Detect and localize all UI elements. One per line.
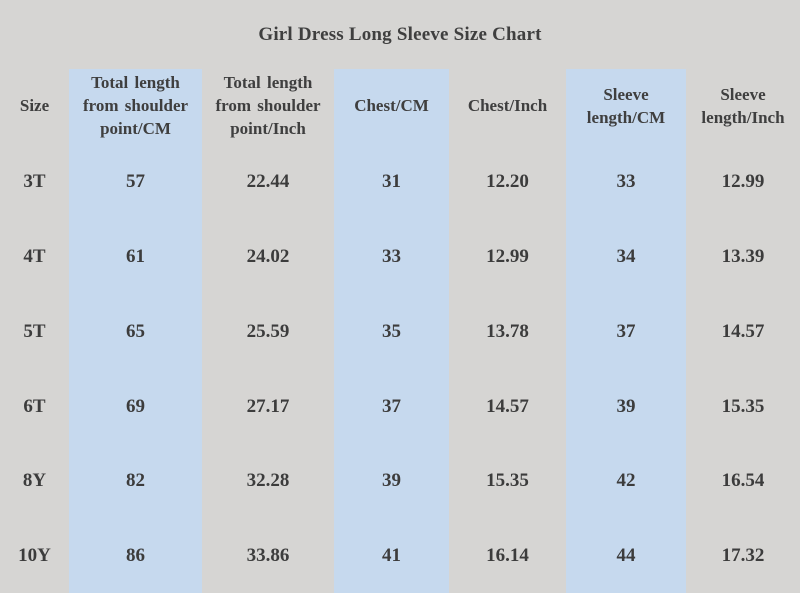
value-cell: 82	[69, 443, 202, 519]
size-label-cell: 10Y	[18, 545, 51, 567]
value-cell: 12.20	[486, 171, 529, 192]
size-label-cell: 3T	[23, 171, 46, 192]
value-cell: 31	[334, 144, 449, 219]
value-cell: 39	[334, 443, 449, 519]
value-cell: 33.86	[246, 545, 290, 567]
value-cell: 13.39	[721, 245, 765, 267]
value-cell: 37	[334, 368, 449, 444]
header-cell-sleeve-length-cm: Sleeve length/CM	[566, 69, 686, 144]
value-cell: 14.57	[486, 395, 529, 417]
value-cell: 27.17	[246, 395, 290, 417]
size-label-cell: 5T	[23, 320, 46, 342]
value-cell: 22.44	[246, 171, 290, 192]
value-cell: 14.57	[721, 320, 765, 342]
value-cell: 69	[69, 368, 202, 444]
header-cell-chest-cm: Chest/CM	[334, 69, 449, 144]
value-cell: 34	[566, 218, 686, 294]
size-label-cell: 6T	[23, 395, 46, 417]
value-cell: 41	[334, 518, 449, 593]
page-title: Girl Dress Long Sleeve Size Chart	[258, 23, 542, 45]
size-label-cell: 8Y	[22, 470, 47, 492]
header-cell-size: Size	[19, 96, 50, 116]
value-cell: 16.54	[721, 470, 765, 492]
header-cell-sleeve-length-inch: Sleeve length/Inch	[701, 84, 785, 127]
value-cell: 25.59	[246, 320, 290, 342]
value-cell: 33	[566, 144, 686, 219]
header-cell-chest-inch: Chest/Inch	[467, 96, 548, 116]
value-cell: 39	[566, 368, 686, 444]
value-cell: 35	[334, 293, 449, 369]
size-label-cell: 4T	[23, 245, 46, 267]
value-cell: 65	[69, 293, 202, 369]
value-cell: 16.14	[486, 545, 529, 567]
value-cell: 15.35	[721, 395, 765, 417]
value-cell: 24.02	[246, 245, 290, 267]
value-cell: 33	[334, 218, 449, 294]
value-cell: 61	[69, 218, 202, 294]
value-cell: 86	[69, 518, 202, 593]
value-cell: 32.28	[246, 470, 290, 492]
value-cell: 42	[566, 443, 686, 519]
size-chart-table: Size Total length from shoulder point/CM T…	[0, 69, 800, 593]
value-cell: 44	[566, 518, 686, 593]
value-cell: 37	[566, 293, 686, 369]
value-cell: 15.35	[486, 470, 529, 492]
value-cell: 12.99	[486, 245, 529, 267]
value-cell: 12.99	[721, 171, 765, 192]
value-cell: 17.32	[721, 545, 765, 567]
value-cell: 13.78	[486, 320, 529, 342]
title-bar: Girl Dress Long Sleeve Size Chart	[0, 0, 800, 69]
header-cell-total-length-from-shoulder-point-cm: Total length from shoulder point/CM	[69, 69, 202, 144]
header-cell-total-length-from-shoulder-point-inch: Total length from shoulder point/Inch	[215, 73, 321, 138]
value-cell: 57	[69, 144, 202, 219]
